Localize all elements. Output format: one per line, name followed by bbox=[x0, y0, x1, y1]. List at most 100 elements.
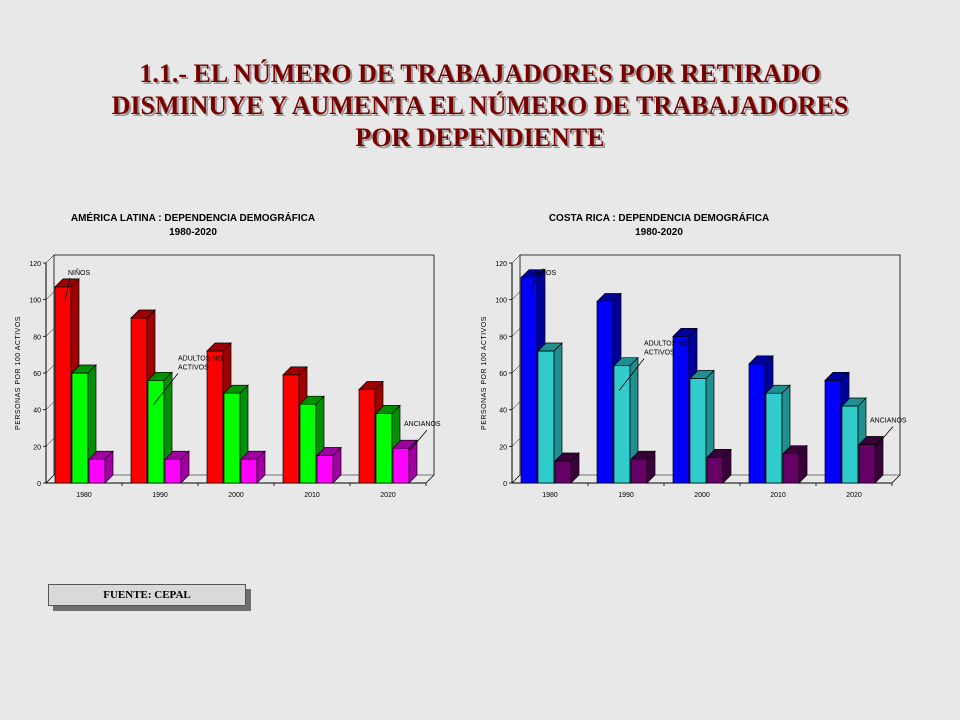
bar-front bbox=[130, 317, 148, 484]
bar-front bbox=[147, 379, 165, 484]
y-tick-depth bbox=[511, 291, 521, 300]
bar-top bbox=[88, 450, 114, 460]
y-tick-label: 80 bbox=[33, 334, 41, 341]
title-line-2: DISMINUYE Y AUMENTA EL NÚMERO DE TRABAJA… bbox=[111, 91, 849, 120]
y-tick-depth bbox=[45, 438, 55, 447]
annotation-adultos-pointer bbox=[618, 358, 645, 391]
bar-top bbox=[206, 342, 232, 352]
y-tick-depth bbox=[511, 254, 521, 264]
x-tick-label: 1980 bbox=[542, 492, 558, 499]
bar-top bbox=[706, 448, 732, 458]
bar-front bbox=[689, 378, 707, 484]
source-label: FUENTE: CEPAL bbox=[48, 584, 246, 606]
bar-top bbox=[164, 450, 190, 460]
y-tick-label: 0 bbox=[37, 481, 41, 488]
bar-adultos-no-activos-1980 bbox=[71, 364, 97, 484]
annotation-adultos: ADULTOS NO ACTIVOS bbox=[644, 341, 689, 357]
bar-front bbox=[206, 350, 224, 484]
bar-front bbox=[240, 458, 258, 484]
chart-subtitle: 1980-2020 bbox=[635, 227, 683, 238]
x-tick-label: 2000 bbox=[694, 492, 710, 499]
bar-front bbox=[706, 456, 724, 484]
bar-front bbox=[748, 363, 766, 484]
bar-top bbox=[748, 355, 774, 365]
bar-top bbox=[299, 395, 325, 405]
bar-front bbox=[164, 458, 182, 484]
bar-front bbox=[520, 277, 538, 484]
annotation-ninos: NIÑOS bbox=[68, 268, 91, 277]
bar-front bbox=[316, 455, 334, 484]
y-tick-depth bbox=[45, 474, 55, 484]
y-tick-label: 80 bbox=[499, 334, 507, 341]
bar-top bbox=[316, 447, 342, 456]
bar-ancianos-1990 bbox=[630, 450, 656, 484]
bar-front bbox=[596, 301, 614, 484]
bar-ancianos-1980 bbox=[554, 452, 580, 484]
annotation-ancianos: ANCIANOS bbox=[870, 418, 907, 425]
bar-ancianos-2020 bbox=[858, 435, 884, 484]
bar-top bbox=[71, 364, 97, 374]
annotation-ninos: NIÑOS bbox=[534, 268, 557, 277]
y-axis-label: PERSONAS POR 100 ACTIVOS bbox=[15, 316, 22, 430]
bar-niños-1980 bbox=[54, 277, 80, 484]
bar-top bbox=[392, 439, 418, 449]
annotation-adultos-pointer bbox=[152, 373, 179, 406]
bar-adultos-no-activos-1980 bbox=[537, 342, 563, 484]
y-tick-depth bbox=[511, 438, 521, 447]
bar-front bbox=[824, 379, 842, 484]
bar-top bbox=[858, 436, 884, 445]
x-tick-label: 2020 bbox=[846, 492, 862, 499]
y-tick-label: 100 bbox=[29, 298, 41, 305]
bar-top bbox=[54, 278, 80, 288]
page-title: 1.1.- EL NÚMERO DE TRABAJADORES POR RETI… bbox=[40, 58, 920, 154]
y-tick-label: 40 bbox=[33, 408, 41, 415]
bar-top bbox=[596, 293, 622, 302]
y-axis-label: PERSONAS POR 100 ACTIVOS bbox=[481, 316, 488, 430]
bar-front bbox=[299, 403, 317, 484]
bar-front bbox=[358, 389, 376, 484]
bar-ancianos-2010 bbox=[316, 446, 342, 484]
source-box: FUENTE: CEPAL bbox=[48, 584, 251, 611]
bar-top bbox=[630, 450, 656, 460]
bar-ancianos-2000 bbox=[240, 450, 266, 484]
x-tick-label: 2010 bbox=[304, 492, 320, 499]
bar-front bbox=[282, 374, 300, 484]
bar-top bbox=[782, 445, 808, 455]
bar-front bbox=[54, 286, 72, 484]
y-tick-label: 60 bbox=[499, 371, 507, 378]
bar-front bbox=[375, 412, 393, 484]
bar-top bbox=[689, 370, 715, 379]
annotation-ancianos: ANCIANOS bbox=[404, 421, 441, 428]
y-tick-label: 100 bbox=[495, 298, 507, 305]
x-tick-label: 2020 bbox=[380, 492, 396, 499]
annotation-ancianos-pointer bbox=[409, 429, 428, 451]
bar-front bbox=[765, 392, 783, 484]
y-tick-label: 20 bbox=[499, 444, 507, 451]
bar-front bbox=[223, 392, 241, 484]
bar-top bbox=[554, 452, 580, 462]
y-tick-label: 120 bbox=[495, 261, 507, 268]
bar-front bbox=[537, 350, 555, 484]
bar-top bbox=[765, 384, 791, 394]
y-tick-depth bbox=[45, 328, 55, 337]
chart-costa-rica: COSTA RICA : DEPENDENCIA DEMOGRÁFICA 1980… bbox=[481, 211, 907, 499]
x-tick-label: 1990 bbox=[152, 492, 168, 499]
x-tick-label: 2000 bbox=[228, 492, 244, 499]
y-tick-depth bbox=[511, 474, 521, 484]
bar-top bbox=[130, 309, 156, 319]
bar-top bbox=[223, 384, 249, 394]
bar-top bbox=[358, 381, 384, 390]
chart-subtitle: 1980-2020 bbox=[169, 227, 217, 238]
chart-title: AMÉRICA LATINA : DEPENDENCIA DEMOGRÁFICA bbox=[71, 211, 315, 224]
bar-top bbox=[520, 269, 546, 279]
annotation-ninos-pointer bbox=[530, 277, 537, 292]
y-tick-depth bbox=[511, 401, 521, 410]
bar-ancianos-1990 bbox=[164, 450, 190, 484]
chart-america-latina: AMÉRICA LATINA : DEPENDENCIA DEMOGRÁFICA… bbox=[15, 211, 441, 499]
y-tick-depth bbox=[45, 254, 55, 264]
bar-front bbox=[71, 372, 89, 484]
bar-front bbox=[858, 444, 876, 484]
y-tick-depth bbox=[511, 364, 521, 374]
bar-top bbox=[282, 366, 308, 376]
bar-ancianos-1980 bbox=[88, 450, 114, 484]
